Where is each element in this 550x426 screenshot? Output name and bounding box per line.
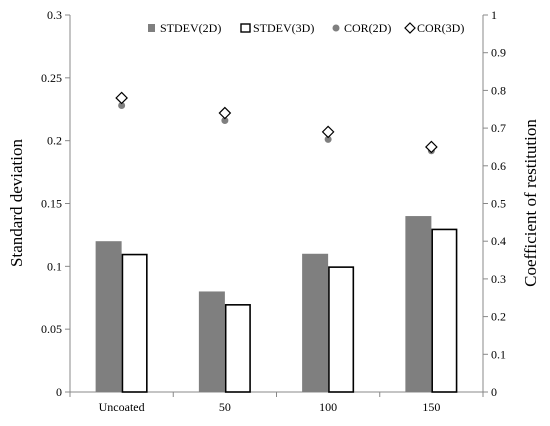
bar-stdev2d [405,216,432,392]
marker-cor-3d [321,125,335,139]
bar-stdev2d [95,241,122,392]
marker-cor-2d [324,135,332,143]
left-tick-label: 0.05 [41,322,62,336]
legend-swatch-cor-3d [404,22,416,34]
right-tick-label: 0.9 [491,46,506,60]
marker-cor-3d [425,140,438,154]
x-tick-label: 150 [422,400,440,414]
bar-stdev3d [328,266,355,393]
bar-stdev3d [224,304,251,393]
x-tick-label: Uncoated [99,400,145,414]
right-axis-title: Coefficient of restitution [521,119,540,287]
right-tick-label: 0.2 [491,310,506,324]
right-tick-label: 0 [491,385,497,399]
left-tick-label: 0.1 [47,259,62,273]
plot-area: 0 0.05 0.1 0.15 0.2 0.25 0.3 0 0.1 0.2 0.3 0.4 0.5 0.… [41,8,506,414]
left-tick-label: 0.3 [47,8,62,22]
legend-label: STDEV(2D) [160,21,221,35]
right-tick-label: 0.4 [491,234,506,248]
left-axis-title: Standard deviation [7,139,26,267]
marker-cor-3d [115,91,128,105]
left-tick-label: 0.2 [47,134,62,148]
right-tick-label: 1 [491,8,497,22]
bar-stdev2d [302,253,329,392]
right-tick-label: 0.8 [491,83,506,97]
marker-cor-2d [221,117,229,125]
legend-swatch-stdev-2d [148,24,155,32]
legend-swatch-cor-2d [332,24,340,32]
right-tick-label: 0.1 [491,347,506,361]
legend-label: STDEV(3D) [253,21,314,35]
left-tick-label: 0 [56,385,62,399]
bar-stdev3d [121,253,148,393]
bar-stdev2d [198,291,225,392]
bar-stdev3d [431,228,458,393]
legend-swatch-stdev-3d [240,23,251,33]
x-tick-label: 50 [219,400,231,414]
legend-label: COR(2D) [344,21,391,35]
legend-label: COR(3D) [417,21,464,35]
right-tick-label: 0.7 [491,121,506,135]
right-tick-label: 0.3 [491,272,506,286]
right-tick-label: 0.5 [491,197,506,211]
left-tick-label: 0.25 [41,71,62,85]
marker-cor-2d [118,101,126,109]
right-tick-label: 0.6 [491,159,506,173]
left-tick-label: 0.15 [41,197,62,211]
marker-cor-3d [218,106,232,120]
x-tick-label: 100 [319,400,337,414]
